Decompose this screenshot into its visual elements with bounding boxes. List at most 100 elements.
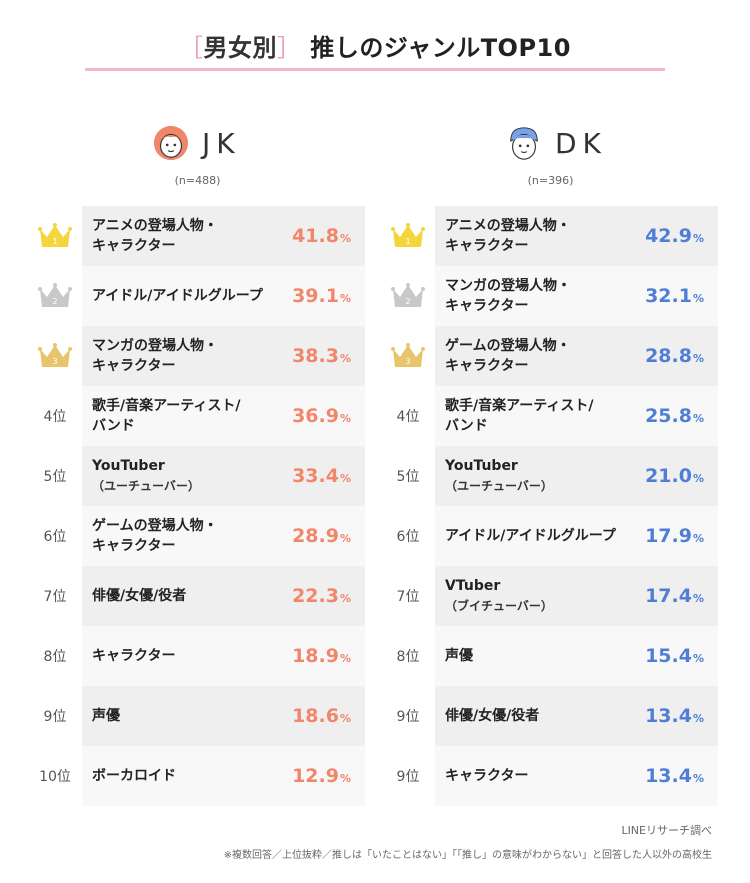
category-label: ボーカロイド bbox=[92, 746, 292, 806]
value-number: 25.8 bbox=[645, 405, 692, 427]
category-line-2: キャラクター bbox=[445, 358, 529, 374]
title-tag: 男女別 bbox=[203, 34, 278, 62]
rank-label: 7位 bbox=[396, 589, 420, 605]
category-label: YouTuber （ユーチューバー） bbox=[92, 446, 292, 506]
category-line-1: 声優 bbox=[92, 708, 120, 724]
jk-row: 6位 ゲームの登場人物・ キャラクター 28.9% bbox=[30, 506, 365, 566]
value-number: 22.3 bbox=[292, 585, 339, 607]
category-label: マンガの登場人物・ キャラクター bbox=[445, 266, 645, 326]
jk-row: 7位 俳優/女優/役者 22.3% bbox=[30, 566, 365, 626]
crown-icon: 3 bbox=[383, 326, 433, 386]
value-number: 13.4 bbox=[645, 705, 692, 727]
value-number: 17.9 bbox=[645, 525, 692, 547]
value-number: 33.4 bbox=[292, 465, 339, 487]
category-line-2: キャラクター bbox=[92, 238, 176, 254]
dk-label: DK bbox=[555, 127, 607, 160]
value-unit: % bbox=[692, 532, 704, 545]
dk-row: 6位 アイドル/アイドルグループ 17.9% bbox=[383, 506, 718, 566]
category-line-2: バンド bbox=[445, 418, 488, 434]
dk-column: DK (n=396) 1 アニメの登場人物・ キャラクター 42.9% 2 マンガの登場人… bbox=[383, 118, 718, 806]
row-cell: 歌手/音楽アーティスト/バンド 25.8% bbox=[435, 386, 718, 446]
crown-icon: 1 bbox=[30, 206, 80, 266]
category-label: アイドル/アイドルグループ bbox=[92, 266, 292, 326]
value-label: 13.4% bbox=[645, 746, 704, 806]
dk-header: DK (n=396) bbox=[383, 118, 718, 187]
girl-face-icon bbox=[153, 125, 189, 161]
value-number: 28.9 bbox=[292, 525, 339, 547]
value-label: 41.8% bbox=[292, 206, 351, 266]
jk-row: 9位 声優 18.6% bbox=[30, 686, 365, 746]
value-label: 33.4% bbox=[292, 446, 351, 506]
category-label: YouTuber （ユーチューバー） bbox=[445, 446, 645, 506]
dk-row: 1 アニメの登場人物・ キャラクター 42.9% bbox=[383, 206, 718, 266]
value-unit: % bbox=[692, 772, 704, 785]
category-line-1: 歌手/音楽アーティスト/ bbox=[92, 398, 241, 414]
chart-title: ［男女別］ 推しのジャンルTOP10 bbox=[0, 28, 750, 63]
jk-sample-size: (n=488) bbox=[174, 174, 221, 187]
dk-row: 7位 VTuber （ブイチューバー） 17.4% bbox=[383, 566, 718, 626]
svg-text:3: 3 bbox=[52, 357, 57, 366]
dk-rows: 1 アニメの登場人物・ キャラクター 42.9% 2 マンガの登場人物・ キャラクター 32.… bbox=[383, 206, 718, 806]
category-line-1: ゲームの登場人物・ bbox=[445, 338, 571, 354]
title-bracket-close: ］ bbox=[277, 34, 302, 62]
footnote: ※複数回答／上位抜粋／推しは「いたことはない」「「推し」の意味がわからない」と回… bbox=[223, 850, 712, 861]
category-line-2: キャラクター bbox=[445, 298, 529, 314]
row-cell: 俳優/女優/役者 13.4% bbox=[435, 686, 718, 746]
category-label: ゲームの登場人物・ キャラクター bbox=[92, 506, 292, 566]
jk-row: 1 アニメの登場人物・ キャラクター 41.8% bbox=[30, 206, 365, 266]
jk-row: 3 マンガの登場人物・ キャラクター 38.3% bbox=[30, 326, 365, 386]
category-line-1: キャラクター bbox=[445, 768, 529, 784]
category-line-1: アニメの登場人物・ bbox=[445, 218, 571, 234]
svg-text:1: 1 bbox=[52, 237, 57, 246]
category-label: 声優 bbox=[92, 686, 292, 746]
value-label: 36.9% bbox=[292, 386, 351, 446]
jk-label: JK bbox=[202, 127, 241, 160]
rank-label: 10位 bbox=[39, 769, 71, 785]
category-line-1: マンガの登場人物・ bbox=[92, 338, 218, 354]
row-cell: マンガの登場人物・ キャラクター 38.3% bbox=[82, 326, 365, 386]
category-line-1: VTuber bbox=[445, 578, 501, 594]
value-label: 18.6% bbox=[292, 686, 351, 746]
svg-text:2: 2 bbox=[52, 297, 57, 306]
category-line-2: バンド bbox=[92, 418, 135, 434]
rank-label: 4位 bbox=[396, 409, 420, 425]
svg-text:3: 3 bbox=[405, 357, 410, 366]
value-label: 25.8% bbox=[645, 386, 704, 446]
svg-text:2: 2 bbox=[405, 297, 410, 306]
crown-icon: 3 bbox=[30, 326, 80, 386]
value-label: 22.3% bbox=[292, 566, 351, 626]
category-line-1: 歌手/音楽アーティスト/ bbox=[445, 398, 594, 414]
rank-label: 7位 bbox=[43, 589, 67, 605]
category-sub: （ブイチューバー） bbox=[445, 599, 553, 613]
category-label: 声優 bbox=[445, 626, 645, 686]
rank-label: 5位 bbox=[396, 469, 420, 485]
value-unit: % bbox=[339, 532, 351, 545]
value-unit: % bbox=[339, 292, 351, 305]
category-line-1: YouTuber bbox=[445, 458, 518, 474]
dk-sample-size: (n=396) bbox=[527, 174, 574, 187]
category-line-1: アニメの登場人物・ bbox=[92, 218, 218, 234]
category-line-1: ゲームの登場人物・ bbox=[92, 518, 218, 534]
value-number: 17.4 bbox=[645, 585, 692, 607]
crown-icon: 2 bbox=[30, 266, 80, 326]
value-unit: % bbox=[339, 232, 351, 245]
crown-icon: 1 bbox=[383, 206, 433, 266]
svg-text:1: 1 bbox=[405, 237, 410, 246]
category-line-1: アイドル/アイドルグループ bbox=[92, 288, 263, 304]
source-credit: LINEリサーチ調べ bbox=[621, 824, 712, 837]
value-label: 32.1% bbox=[645, 266, 704, 326]
dk-row: 9位 俳優/女優/役者 13.4% bbox=[383, 686, 718, 746]
value-unit: % bbox=[339, 472, 351, 485]
row-cell: アイドル/アイドルグループ 39.1% bbox=[82, 266, 365, 326]
category-line-1: 声優 bbox=[445, 648, 473, 664]
value-number: 32.1 bbox=[645, 285, 692, 307]
dk-row: 3 ゲームの登場人物・ キャラクター 28.8% bbox=[383, 326, 718, 386]
value-unit: % bbox=[692, 712, 704, 725]
rank-label: 5位 bbox=[43, 469, 67, 485]
value-label: 42.9% bbox=[645, 206, 704, 266]
value-unit: % bbox=[692, 292, 704, 305]
rank-label: 9位 bbox=[396, 709, 420, 725]
category-label: アニメの登場人物・ キャラクター bbox=[445, 206, 645, 266]
dk-row: 8位 声優 15.4% bbox=[383, 626, 718, 686]
value-unit: % bbox=[692, 232, 704, 245]
